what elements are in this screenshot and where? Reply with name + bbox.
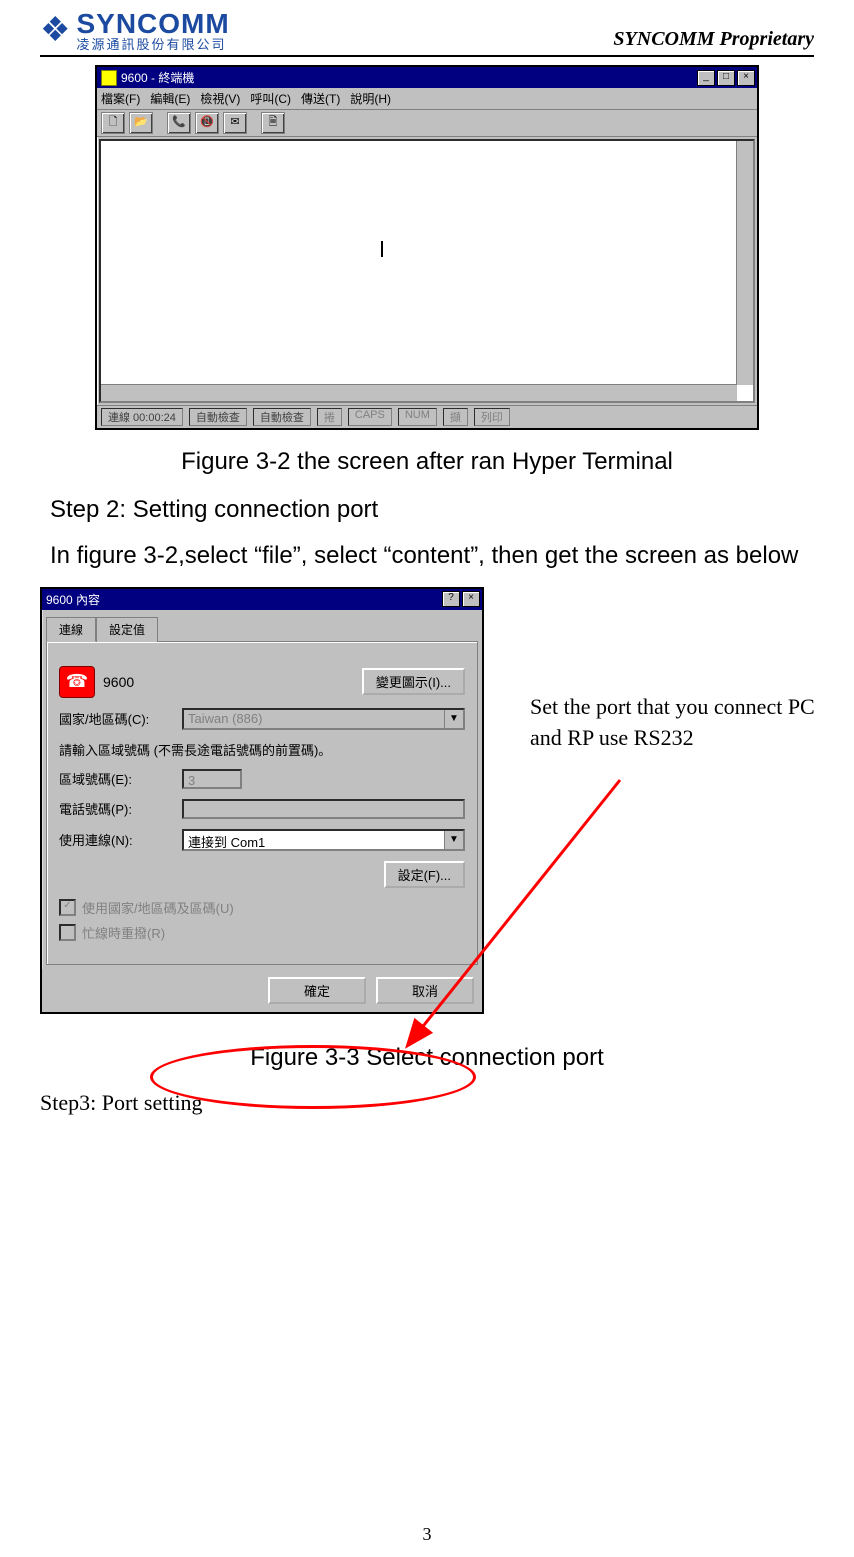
menu-item[interactable]: 傳送(T) xyxy=(301,90,340,107)
status-num: NUM xyxy=(398,408,437,426)
dialog-titlebar: 9600 內容 ? × xyxy=(42,589,482,610)
hyperterminal-window: 9600 - 終端機 _ □ × 檔案(F) 編輯(E) 檢視(V) 呼叫(C)… xyxy=(95,65,759,430)
window-title: 9600 - 終端機 xyxy=(121,69,194,86)
help-button[interactable]: ? xyxy=(442,591,460,607)
menu-item[interactable]: 說明(H) xyxy=(350,90,391,107)
use-country-checkbox: ✓ xyxy=(59,899,76,916)
menu-item[interactable]: 檢視(V) xyxy=(200,90,240,107)
chevron-down-icon[interactable]: ▼ xyxy=(444,831,463,849)
page-number: 3 xyxy=(0,1524,854,1545)
menu-item[interactable]: 呼叫(C) xyxy=(250,90,291,107)
app-icon xyxy=(101,70,117,86)
status-dim2: 擷 xyxy=(443,408,468,426)
minimize-button[interactable]: _ xyxy=(697,70,715,86)
new-file-icon[interactable]: 🗋 xyxy=(101,112,125,134)
step2-title: Step 2: Setting connection port xyxy=(50,494,804,526)
page-header: ❖ SYNCOMM 凌源通訊股份有限公司 SYNCOMM Proprietary xyxy=(40,10,814,57)
country-value: Taiwan (886) xyxy=(184,710,444,728)
connect-using-select[interactable]: 連接到 Com1 ▼ xyxy=(182,829,465,851)
connect-using-value: 連接到 Com1 xyxy=(184,831,444,849)
menubar: 檔案(F) 編輯(E) 檢視(V) 呼叫(C) 傳送(T) 說明(H) xyxy=(97,88,757,109)
step3-title: Step3: Port setting xyxy=(40,1090,814,1116)
redial-checkbox xyxy=(59,924,76,941)
use-country-label: 使用國家/地區碼及區碼(U) xyxy=(82,898,234,917)
country-label: 國家/地區碼(C): xyxy=(59,709,174,728)
terminal-output[interactable] xyxy=(99,139,755,403)
logo-icon: ❖ xyxy=(40,14,70,48)
redial-label: 忙線時重撥(R) xyxy=(82,923,165,942)
dialog-title: 9600 內容 xyxy=(46,591,100,608)
toolbar: 🗋 📂 📞 📵 ✉ 🗎 xyxy=(97,109,757,137)
logo-text: SYNCOMM xyxy=(76,10,229,38)
status-auto2: 自動檢查 xyxy=(253,408,311,426)
menu-item[interactable]: 編輯(E) xyxy=(150,90,190,107)
step2-body: In figure 3-2,select “file”, select “con… xyxy=(50,540,804,572)
change-icon-button[interactable]: 變更圖示(I)... xyxy=(362,668,465,695)
area-field: 3 xyxy=(182,769,242,789)
phone-field xyxy=(182,799,465,819)
phone-label: 電話號碼(P): xyxy=(59,799,174,818)
figure-caption-1: Figure 3-2 the screen after ran Hyper Te… xyxy=(40,448,814,476)
cancel-button[interactable]: 取消 xyxy=(376,977,474,1004)
connect-icon[interactable]: 📞 xyxy=(167,112,191,134)
disconnect-icon[interactable]: 📵 xyxy=(195,112,219,134)
statusbar: 連線 00:00:24 自動檢查 自動檢查 捲 CAPS NUM 擷 列印 xyxy=(97,405,757,428)
titlebar: 9600 - 終端機 _ □ × xyxy=(97,67,757,88)
status-caps: CAPS xyxy=(348,408,392,426)
settings-button[interactable]: 設定(F)... xyxy=(384,861,465,888)
properties-dialog: 9600 內容 ? × 連線 設定值 ☎ 9600 變更圖示(I)... 國家/… xyxy=(40,587,484,1014)
horizontal-scrollbar[interactable] xyxy=(101,384,737,401)
chevron-down-icon: ▼ xyxy=(444,710,463,728)
figure-caption-2: Figure 3-3 Select connection port xyxy=(40,1044,814,1072)
area-label: 區域號碼(E): xyxy=(59,769,174,788)
tab-strip: 連線 設定值 xyxy=(46,616,478,641)
logo-subtext: 凌源通訊股份有限公司 xyxy=(76,38,229,51)
phone-icon: ☎ xyxy=(59,666,95,698)
status-auto1: 自動檢查 xyxy=(189,408,247,426)
connect-using-label: 使用連線(N): xyxy=(59,830,174,849)
close-button[interactable]: × xyxy=(737,70,755,86)
status-connection: 連線 00:00:24 xyxy=(101,408,183,426)
area-prompt: 請輸入區域號碼 (不需長途電話號碼的前置碼)。 xyxy=(59,740,331,759)
cursor-icon xyxy=(381,241,383,257)
open-file-icon[interactable]: 📂 xyxy=(129,112,153,134)
status-dim: 捲 xyxy=(317,408,342,426)
menu-item[interactable]: 檔案(F) xyxy=(101,90,140,107)
maximize-button[interactable]: □ xyxy=(717,70,735,86)
vertical-scrollbar[interactable] xyxy=(736,141,753,385)
tab-connection[interactable]: 連線 xyxy=(46,617,96,642)
tab-panel: ☎ 9600 變更圖示(I)... 國家/地區碼(C): Taiwan (886… xyxy=(46,641,478,965)
properties-icon[interactable]: 🗎 xyxy=(261,112,285,134)
logo: ❖ SYNCOMM 凌源通訊股份有限公司 xyxy=(40,10,230,51)
country-select: Taiwan (886) ▼ xyxy=(182,708,465,730)
proprietary-label: SYNCOMM Proprietary xyxy=(613,28,814,51)
tab-settings[interactable]: 設定值 xyxy=(96,617,158,642)
status-print: 列印 xyxy=(474,408,510,426)
connection-name: 9600 xyxy=(103,674,354,690)
ok-button[interactable]: 確定 xyxy=(268,977,366,1004)
send-icon[interactable]: ✉ xyxy=(223,112,247,134)
close-button[interactable]: × xyxy=(462,591,480,607)
